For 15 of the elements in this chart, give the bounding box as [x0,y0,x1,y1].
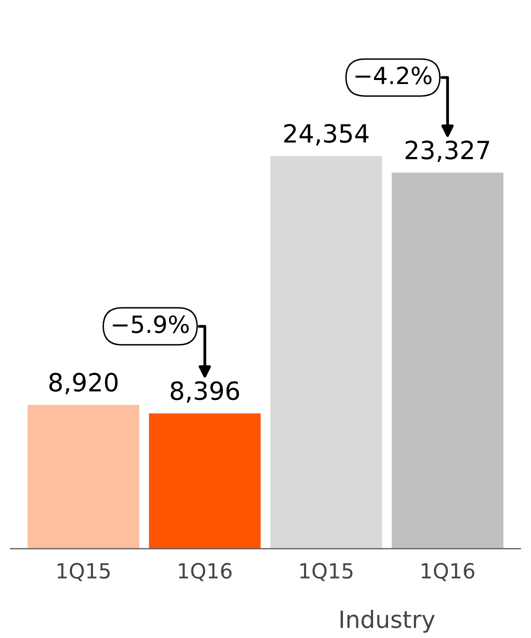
data-label: 8,920 [49,372,118,394]
x-tick-label: 1Q16 [179,562,232,582]
bar [270,156,382,549]
data-label: 23,327 [406,140,490,162]
bar [392,172,504,549]
data-label: 24,354 [284,124,369,146]
bar [148,413,261,549]
x-tick-label: 1Q16 [422,562,474,582]
text: Industry [340,610,435,633]
data-label: 8,396 [170,381,240,403]
text: −4.2% [356,66,432,84]
annotation: −5.9% [112,315,189,334]
x-tick-label: 1Q15 [58,562,110,582]
bar [28,404,140,549]
x-tick-label: 1Q15 [300,562,352,582]
